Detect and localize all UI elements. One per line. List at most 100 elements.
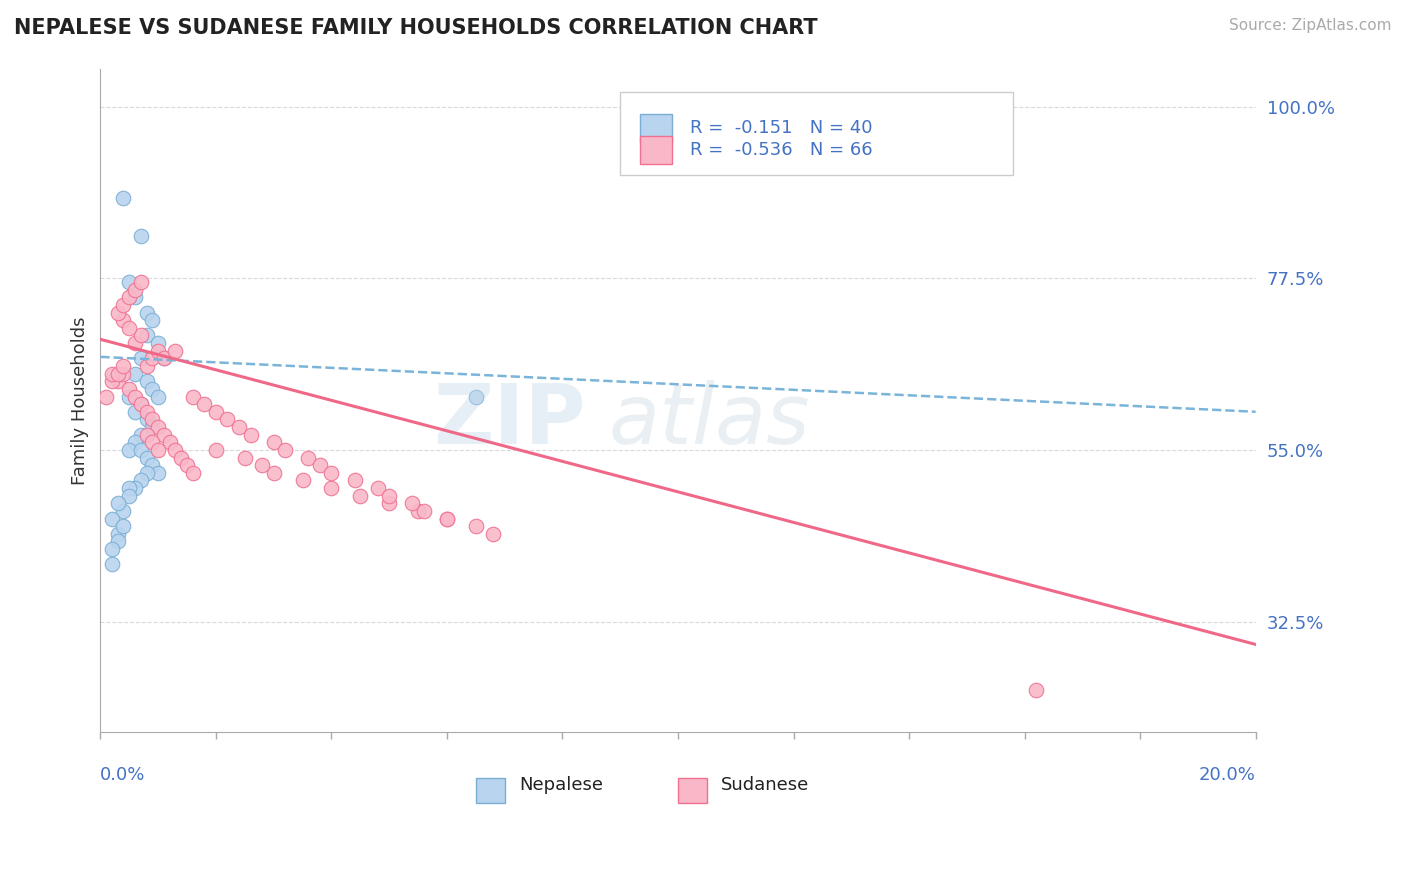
Point: [141, 420, 163, 434]
Point: [107, 496, 129, 510]
Point: [135, 305, 157, 319]
Point: [112, 504, 135, 518]
Point: [181, 390, 204, 404]
Point: [436, 511, 458, 525]
Point: [129, 397, 152, 411]
Point: [107, 305, 129, 319]
Point: [343, 474, 366, 488]
Point: [129, 328, 152, 343]
Text: ZIP: ZIP: [433, 380, 585, 461]
Point: [107, 367, 129, 381]
Point: [153, 427, 176, 442]
Point: [135, 405, 157, 419]
FancyBboxPatch shape: [640, 114, 672, 142]
FancyBboxPatch shape: [640, 136, 672, 164]
Point: [112, 367, 135, 381]
Point: [412, 504, 434, 518]
Point: [101, 374, 124, 388]
Text: 0.0%: 0.0%: [100, 766, 146, 784]
Point: [159, 435, 181, 450]
Point: [135, 427, 157, 442]
Point: [118, 489, 141, 503]
Point: [321, 466, 343, 480]
Point: [129, 474, 152, 488]
Point: [464, 519, 486, 533]
FancyBboxPatch shape: [475, 778, 505, 803]
Point: [124, 367, 146, 381]
Point: [118, 290, 141, 304]
Point: [135, 466, 157, 480]
Point: [146, 336, 169, 351]
Point: [141, 351, 163, 366]
Point: [181, 466, 204, 480]
FancyBboxPatch shape: [678, 778, 707, 803]
Point: [146, 390, 169, 404]
Point: [124, 405, 146, 419]
Point: [153, 351, 176, 366]
Point: [250, 458, 273, 472]
Point: [124, 283, 146, 297]
Point: [135, 328, 157, 343]
Point: [94, 390, 117, 404]
Point: [112, 313, 135, 327]
Point: [129, 351, 152, 366]
Point: [297, 450, 319, 465]
FancyBboxPatch shape: [620, 92, 1014, 175]
Point: [135, 450, 157, 465]
Point: [129, 229, 152, 244]
Point: [263, 435, 285, 450]
Point: [291, 474, 314, 488]
Point: [135, 412, 157, 426]
Point: [124, 481, 146, 495]
Point: [153, 351, 176, 366]
Point: [107, 534, 129, 549]
Point: [482, 526, 505, 541]
Point: [263, 466, 285, 480]
Point: [146, 420, 169, 434]
Point: [124, 290, 146, 304]
Point: [146, 343, 169, 358]
Point: [146, 466, 169, 480]
Point: [165, 442, 187, 457]
Point: [107, 374, 129, 388]
Point: [118, 382, 141, 396]
Point: [176, 458, 198, 472]
Point: [112, 359, 135, 373]
Point: [129, 427, 152, 442]
Point: [112, 191, 135, 205]
Point: [124, 390, 146, 404]
Point: [118, 442, 141, 457]
Point: [205, 405, 228, 419]
Point: [141, 382, 163, 396]
Point: [170, 450, 193, 465]
Point: [107, 526, 129, 541]
Point: [124, 336, 146, 351]
Point: [129, 442, 152, 457]
Y-axis label: Family Households: Family Households: [72, 316, 89, 484]
Point: [118, 390, 141, 404]
Point: [308, 458, 330, 472]
Point: [378, 489, 401, 503]
Text: 20.0%: 20.0%: [1199, 766, 1256, 784]
Text: Source: ZipAtlas.com: Source: ZipAtlas.com: [1229, 18, 1392, 33]
Text: R =  -0.151   N = 40: R = -0.151 N = 40: [689, 119, 872, 136]
Text: atlas: atlas: [609, 380, 810, 461]
Point: [401, 496, 423, 510]
Point: [141, 313, 163, 327]
Point: [406, 504, 429, 518]
Point: [101, 367, 124, 381]
Point: [233, 450, 256, 465]
Text: NEPALESE VS SUDANESE FAMILY HOUSEHOLDS CORRELATION CHART: NEPALESE VS SUDANESE FAMILY HOUSEHOLDS C…: [14, 18, 818, 37]
Text: Sudanese: Sudanese: [721, 776, 810, 794]
Point: [146, 442, 169, 457]
Point: [193, 397, 215, 411]
Point: [436, 511, 458, 525]
Point: [112, 298, 135, 312]
Point: [378, 496, 401, 510]
Point: [141, 458, 163, 472]
Point: [205, 442, 228, 457]
Text: R =  -0.536   N = 66: R = -0.536 N = 66: [689, 141, 872, 159]
Point: [112, 519, 135, 533]
Point: [118, 275, 141, 289]
Point: [367, 481, 389, 495]
